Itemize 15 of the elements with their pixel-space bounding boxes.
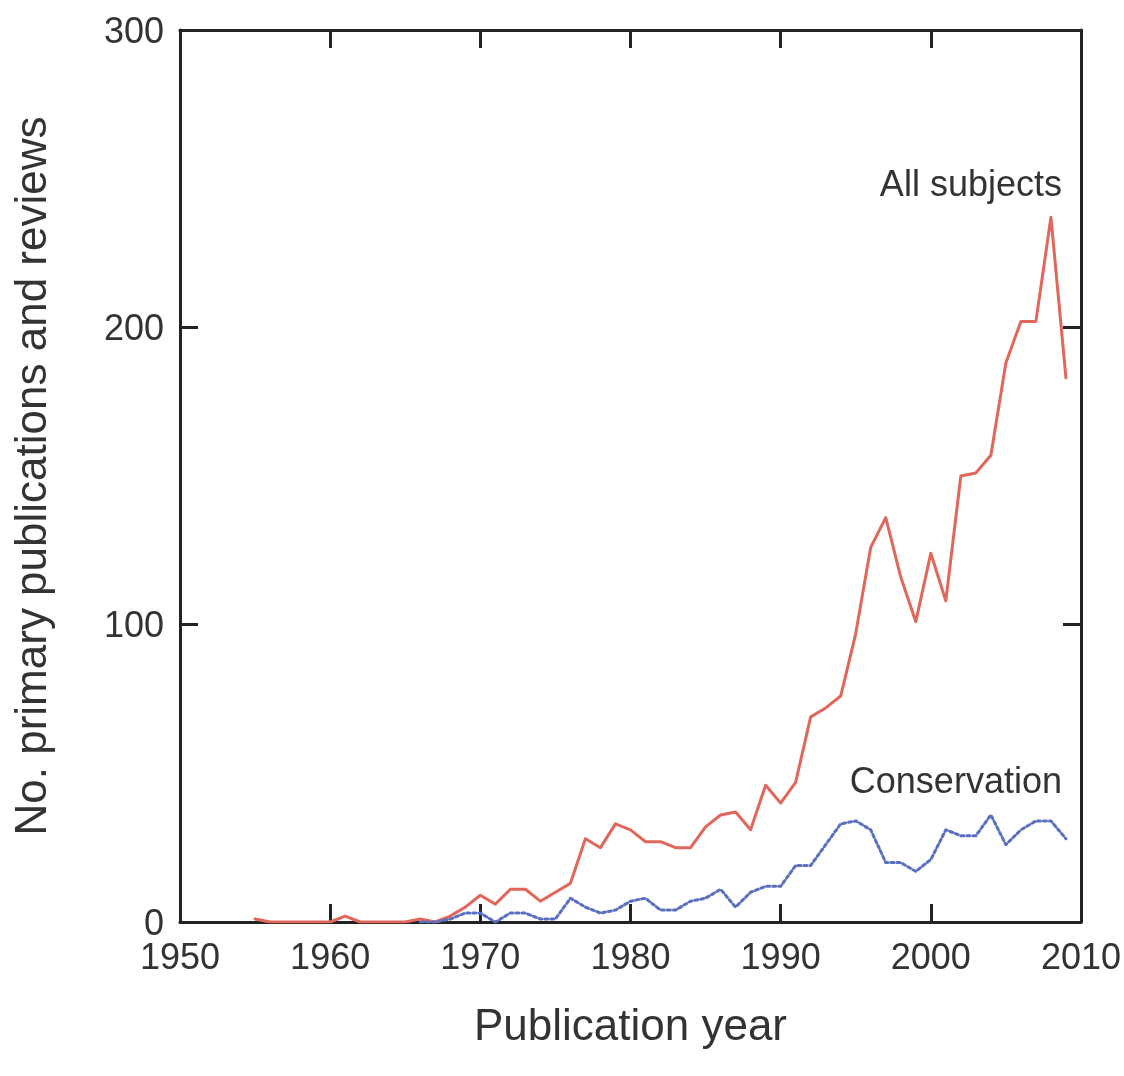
y-tick-label: 300 (103, 9, 164, 51)
series-label: Conservation (849, 760, 1062, 802)
x-tick-label: 2000 (890, 935, 971, 977)
x-axis-title: Publication year (473, 999, 788, 1049)
x-tick-label: 1990 (740, 935, 821, 977)
series-label: All subjects (879, 162, 1062, 204)
x-tick-label: 1970 (440, 935, 521, 977)
y-tick-label: 100 (103, 604, 164, 646)
x-tick-label: 2010 (1040, 935, 1121, 977)
x-tick-label: 1960 (290, 935, 371, 977)
line-series (418, 813, 1068, 924)
y-axis-title: No. primary publications and reviews (5, 116, 55, 836)
line-series (253, 215, 1068, 924)
y-tick-label: 200 (103, 306, 164, 348)
x-tick-label: 1980 (590, 935, 671, 977)
